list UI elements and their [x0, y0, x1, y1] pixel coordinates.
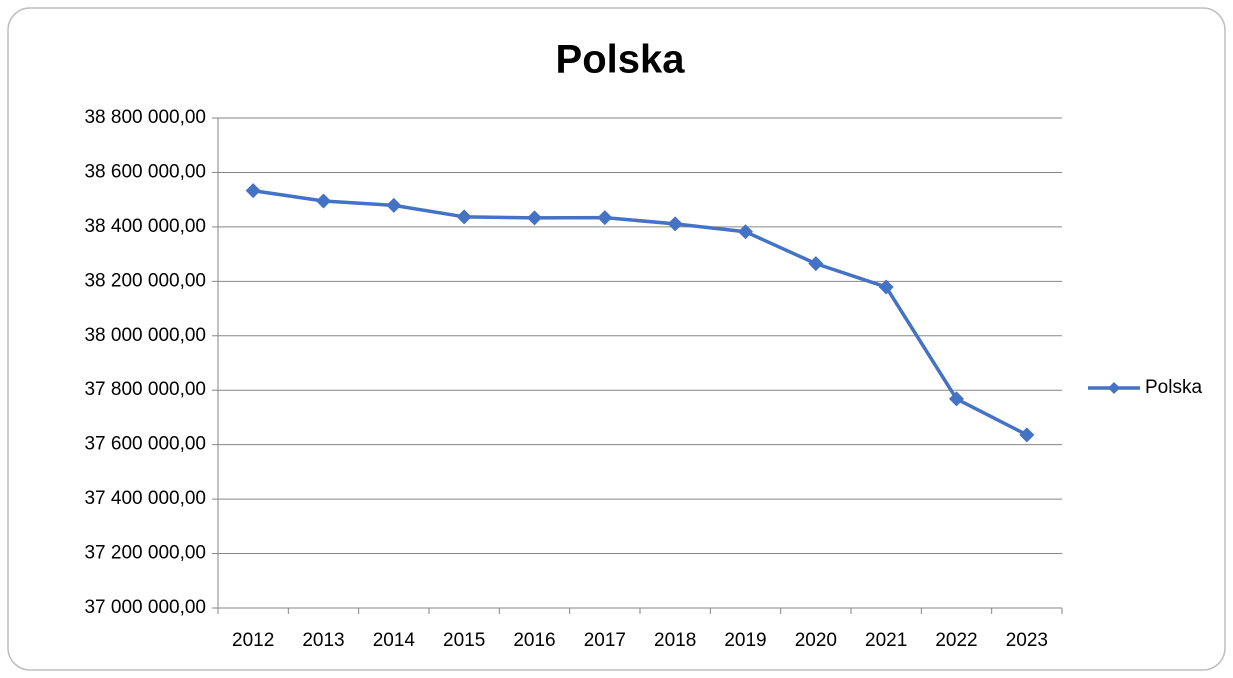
point-marker — [738, 224, 753, 240]
point-marker — [456, 209, 472, 225]
x-tick-label: 2016 — [513, 630, 555, 651]
legend-marker — [1108, 382, 1120, 394]
x-tick-label: 2019 — [724, 630, 766, 651]
chart-frame — [7, 7, 1226, 671]
point-marker — [527, 210, 542, 226]
point-marker — [597, 210, 613, 226]
y-tick-label: 37 800 000,00 — [84, 379, 206, 400]
x-tick-label: 2021 — [865, 630, 907, 651]
point-marker — [808, 256, 824, 272]
x-tick-label: 2020 — [795, 630, 837, 651]
legend-label: Polska — [1145, 377, 1202, 398]
point-marker — [1019, 427, 1035, 443]
y-tick-label: 38 400 000,00 — [84, 216, 206, 237]
x-tick-label: 2014 — [373, 630, 416, 651]
point-marker — [878, 279, 894, 295]
point-marker — [316, 193, 331, 209]
series-line — [252, 188, 1028, 437]
y-tick-label: 37 000 000,00 — [84, 597, 206, 618]
y-tick-label: 38 600 000,00 — [84, 161, 206, 182]
x-tick-label: 2017 — [584, 630, 626, 651]
point-marker — [667, 216, 683, 232]
y-tick-label: 38 800 000,00 — [84, 107, 206, 128]
x-tick-label: 2015 — [443, 630, 485, 651]
point-marker — [386, 197, 402, 213]
point-marker — [245, 183, 261, 199]
x-tick-label: 2013 — [302, 630, 344, 651]
chart-title: Polska — [556, 38, 686, 82]
x-tick-label: 2018 — [654, 630, 696, 651]
y-tick-label: 37 600 000,00 — [84, 434, 206, 455]
x-tick-label: 2012 — [232, 630, 274, 651]
x-tick-label: 2023 — [1006, 630, 1048, 651]
y-tick-label: 38 200 000,00 — [84, 270, 206, 291]
y-tick-label: 37 400 000,00 — [84, 488, 206, 509]
x-tick-label: 2022 — [935, 630, 977, 651]
y-tick-label: 37 200 000,00 — [84, 543, 206, 564]
y-tick-label: 38 000 000,00 — [84, 325, 206, 346]
point-marker — [949, 391, 964, 407]
